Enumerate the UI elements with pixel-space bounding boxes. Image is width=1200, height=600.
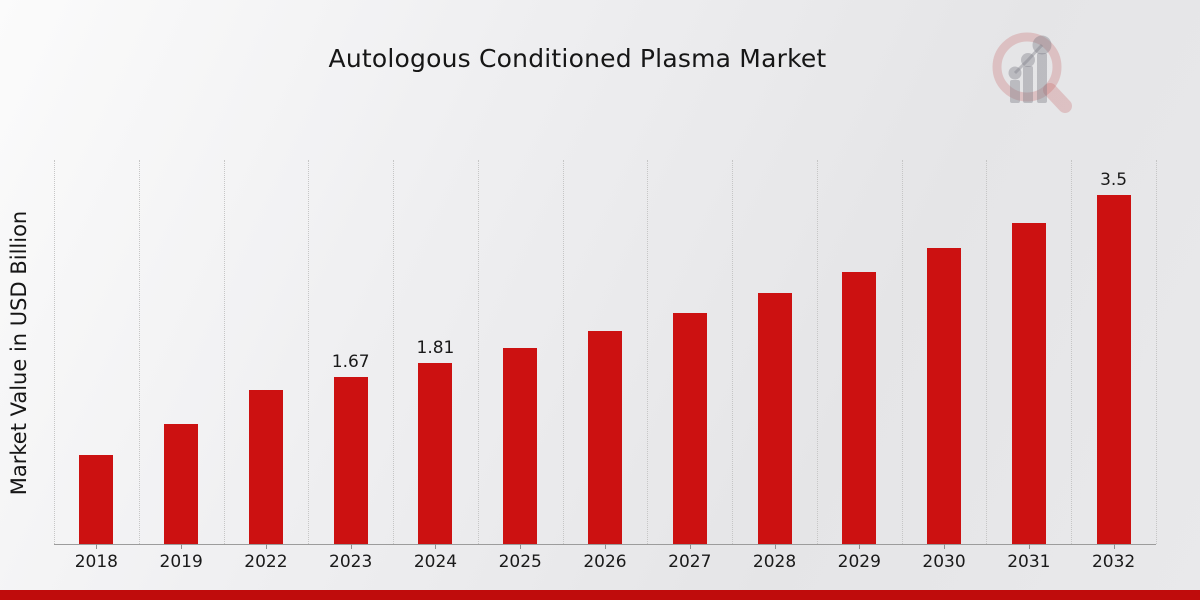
gridline — [647, 160, 649, 544]
bar-2024 — [418, 363, 453, 544]
x-axis-tick — [96, 544, 98, 549]
bar-2022 — [248, 390, 283, 544]
data-label-2024: 1.81 — [416, 338, 455, 359]
gridline — [223, 160, 225, 544]
footer-red-band — [0, 590, 1200, 600]
x-axis-tick — [520, 544, 522, 549]
gridline — [54, 160, 55, 544]
gridline — [1156, 160, 1157, 544]
x-tick-label-2027: 2027 — [668, 552, 712, 572]
bar-2026 — [588, 330, 622, 544]
x-tick-label-2022: 2022 — [244, 552, 288, 572]
data-label-2023: 1.67 — [331, 352, 370, 373]
x-axis-tick — [181, 544, 183, 549]
gridline — [308, 160, 310, 544]
x-tick-label-2026: 2026 — [583, 552, 627, 572]
chart-title: Autologous Conditioned Plasma Market — [328, 44, 827, 73]
gridline — [816, 160, 818, 544]
x-tick-label-2029: 2029 — [837, 552, 881, 572]
gridline — [732, 160, 734, 544]
data-label-2032: 3.5 — [1100, 169, 1128, 190]
gridline — [477, 160, 479, 544]
x-axis-tick — [435, 544, 437, 549]
gridline — [1071, 160, 1073, 544]
bar-2031 — [1011, 222, 1046, 544]
gridline — [901, 160, 903, 544]
x-axis-tick — [859, 544, 861, 549]
bar-2028 — [757, 292, 792, 544]
bar-2029 — [842, 271, 877, 544]
gridline — [393, 160, 395, 544]
x-tick-label-2030: 2030 — [922, 552, 966, 572]
x-tick-label-2019: 2019 — [159, 552, 203, 572]
x-axis-tick — [689, 544, 691, 549]
x-tick-label-2028: 2028 — [752, 552, 797, 572]
bar-2025 — [503, 347, 538, 544]
gridline — [562, 160, 564, 544]
bar-2018 — [79, 455, 114, 544]
x-axis-tick — [1113, 544, 1115, 549]
magnifier-bar-chart-logo-icon — [992, 32, 1072, 113]
x-axis-tick — [350, 544, 352, 549]
gridline — [986, 160, 988, 544]
bar-2023 — [333, 377, 368, 544]
y-axis-label: Market Value in USD Billion — [7, 210, 32, 495]
x-axis-tick — [1028, 544, 1030, 549]
x-tick-label-2023: 2023 — [329, 552, 373, 572]
plot-area: 2018 2019 2022 2023 1.67 2024 1.81 2025 2026 2027… — [54, 160, 1157, 572]
x-tick-label-2018: 2018 — [74, 552, 118, 572]
x-axis-tick — [774, 544, 776, 549]
x-tick-label-2024: 2024 — [413, 552, 458, 572]
x-axis-tick — [605, 544, 606, 549]
x-axis-tick — [265, 544, 267, 549]
bar-2019 — [164, 424, 199, 544]
x-tick-label-2025: 2025 — [498, 552, 542, 572]
x-axis-tick — [944, 544, 946, 549]
bar-2027 — [672, 312, 707, 544]
x-tick-label-2032: 2032 — [1091, 552, 1136, 572]
y-axis-label-wrap: Market Value in USD Billion — [0, 160, 38, 545]
gridline — [138, 160, 140, 544]
bar-2030 — [927, 247, 962, 544]
bar-2032 — [1096, 194, 1131, 544]
x-tick-label-2031: 2031 — [1007, 552, 1051, 572]
